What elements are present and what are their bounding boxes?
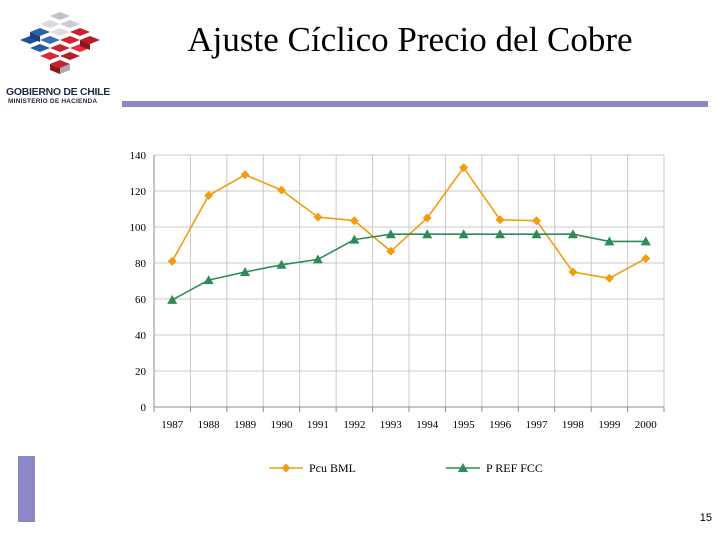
- x-tick-label: 2000: [635, 419, 658, 431]
- legend-label: P REF FCC: [486, 461, 543, 475]
- data-point: [204, 191, 214, 200]
- x-tick-label: 1999: [598, 419, 621, 431]
- title-divider: [122, 101, 708, 107]
- y-tick-label: 40: [135, 330, 147, 342]
- data-point: [276, 259, 287, 269]
- y-tick-label: 80: [135, 258, 147, 270]
- chart-gridlines: [153, 154, 665, 408]
- logo-subtitle: MINISTERIO DE HACIENDA: [8, 98, 98, 105]
- legend-label: Pcu BML: [309, 461, 356, 475]
- data-point: [495, 215, 505, 225]
- y-tick-label: 60: [135, 294, 147, 306]
- y-tick-label: 140: [130, 150, 147, 162]
- chart-axes: 0 20 40 60 80 100 120 140 1987 1988 1989 1990 1991 19…: [130, 150, 665, 431]
- y-tick-label: 120: [130, 186, 147, 198]
- data-point: [313, 212, 323, 222]
- x-tick-label: 1990: [271, 419, 294, 431]
- x-tick-label: 1989: [234, 419, 257, 431]
- x-tick-label: 1991: [307, 419, 329, 431]
- side-accent-bar: [18, 456, 35, 522]
- data-point: [532, 216, 541, 226]
- slide-title: Ajuste Cíclico Precio del Cobre: [187, 20, 633, 59]
- data-point: [568, 267, 578, 277]
- x-tick-label: 1998: [562, 419, 585, 431]
- data-point: [240, 170, 250, 180]
- series-line: [171, 233, 646, 301]
- data-point: [459, 163, 469, 173]
- data-point: [167, 256, 177, 266]
- data-point: [349, 234, 360, 244]
- data-point: [495, 229, 506, 239]
- gobierno-de-chile-logo: [20, 12, 100, 74]
- x-tick-label: 1997: [526, 419, 549, 431]
- data-point: [604, 236, 615, 246]
- data-point: [604, 273, 614, 283]
- data-point: [349, 216, 359, 226]
- data-point: [640, 236, 651, 246]
- x-tick-label: 1993: [380, 419, 403, 431]
- page-number: 15: [699, 512, 712, 524]
- data-point: [167, 294, 178, 304]
- data-point: [203, 275, 214, 285]
- data-point: [385, 229, 396, 239]
- logo-name: GOBIERNO DE CHILE: [6, 86, 110, 98]
- x-tick-label: 1994: [416, 419, 439, 431]
- chart-series: [167, 163, 651, 304]
- data-point: [422, 213, 432, 223]
- legend-marker: [281, 463, 291, 473]
- chart-legend: Pcu BML P REF FCC: [269, 461, 543, 475]
- legend-marker: [458, 463, 468, 472]
- y-tick-label: 0: [141, 402, 147, 414]
- data-point: [386, 246, 396, 256]
- data-point: [567, 229, 578, 239]
- data-point: [277, 185, 286, 195]
- x-tick-label: 1987: [161, 419, 184, 431]
- y-tick-label: 20: [135, 366, 147, 378]
- x-tick-label: 1996: [489, 419, 512, 431]
- x-tick-label: 1995: [453, 419, 476, 431]
- data-point: [641, 254, 651, 263]
- data-point: [312, 254, 323, 264]
- data-point: [422, 229, 433, 239]
- series-1: [167, 229, 651, 304]
- data-point: [531, 229, 542, 239]
- x-tick-label: 1988: [198, 419, 221, 431]
- data-point: [458, 229, 469, 239]
- x-tick-label: 1992: [343, 419, 365, 431]
- logo-cubes: [20, 12, 100, 74]
- data-point: [240, 267, 251, 276]
- y-tick-label: 100: [130, 222, 147, 234]
